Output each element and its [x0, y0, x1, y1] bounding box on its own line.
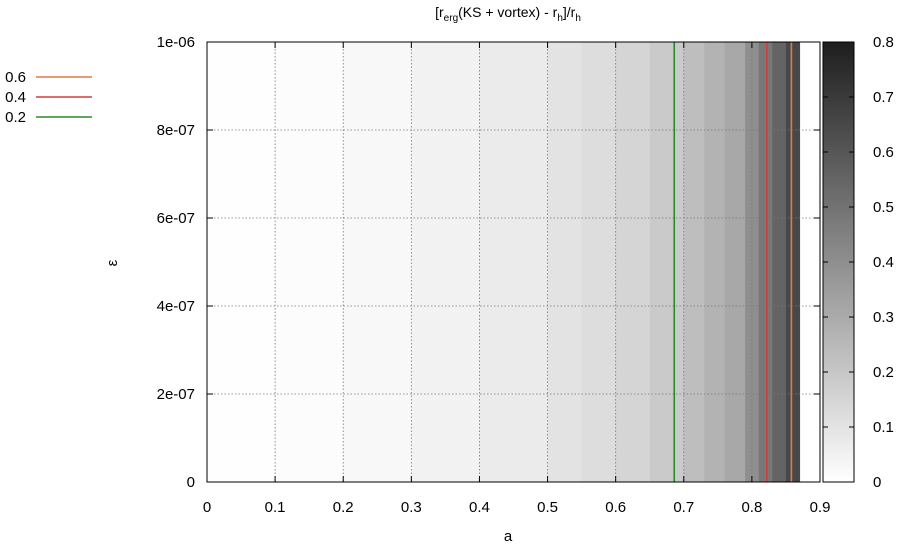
- x-tick-label: 0.2: [333, 499, 354, 516]
- heatmap-band: [724, 42, 746, 482]
- legend: 0.6 0.4 0.2: [5, 69, 92, 126]
- x-tick-label: 0.5: [537, 499, 558, 516]
- heatmap-band: [275, 42, 344, 482]
- heatmap-band: [704, 42, 726, 482]
- y-tick-label: 0: [187, 474, 195, 491]
- heatmap-band: [785, 42, 801, 482]
- chart-title: [rerg(KS + vortex) - rh]/rh: [435, 4, 581, 24]
- colorbar-tick-label: 0: [873, 474, 881, 491]
- x-tick-label: 0.8: [741, 499, 762, 516]
- heatmap-band: [615, 42, 651, 482]
- y-tick-label: 6e-07: [157, 210, 195, 227]
- colorbar-tick-label: 0.8: [873, 34, 894, 51]
- y-tick-label: 2e-07: [157, 386, 195, 403]
- heatmap-band: [581, 42, 617, 482]
- heatmap-band: [745, 42, 760, 482]
- x-tick-label: 0.6: [605, 499, 626, 516]
- x-tick-label: 0.7: [673, 499, 694, 516]
- heatmap-band: [479, 42, 549, 482]
- legend-label-0.2: 0.2: [5, 109, 26, 126]
- heatmap-band: [649, 42, 685, 482]
- heatmap-band: [683, 42, 705, 482]
- y-tick-label: 8e-07: [157, 122, 195, 139]
- contour-layer: [673, 42, 793, 482]
- heatmap-layer: [207, 42, 801, 482]
- colorbar-tick-label: 0.5: [873, 199, 894, 216]
- colorbar-tick-label: 0.1: [873, 419, 894, 436]
- legend-label-0.6: 0.6: [5, 69, 26, 86]
- y-tick-label: 4e-07: [157, 298, 195, 315]
- grid-layer: [207, 42, 820, 482]
- legend-label-0.4: 0.4: [5, 89, 26, 106]
- x-tick-label: 0: [203, 499, 211, 516]
- heatmap-band: [411, 42, 480, 482]
- colorbar-tick-label: 0.3: [873, 309, 894, 326]
- y-axis: 0 2e-07 4e-07 6e-07 8e-07 1e-06: [157, 34, 820, 491]
- x-tick-label: 0.1: [265, 499, 286, 516]
- colorbar-tick-label: 0.4: [873, 254, 894, 271]
- x-tick-label: 0.4: [469, 499, 490, 516]
- x-tick-label: 0.9: [810, 499, 831, 516]
- x-axis: 0 0.1 0.2 0.3 0.4 0.5 0.6 0.7 0.8 0.9: [203, 42, 831, 516]
- colorbar-tick-label: 0.7: [873, 89, 894, 106]
- heatmap-band: [207, 42, 276, 482]
- colorbar-tick-label: 0.6: [873, 144, 894, 161]
- y-axis-label: ε: [104, 259, 121, 266]
- x-tick-label: 0.3: [401, 499, 422, 516]
- plot-frame: [206, 41, 821, 483]
- heatmap-band: [343, 42, 412, 482]
- colorbar-tick-label: 0.2: [873, 364, 894, 381]
- heatmap-band: [772, 42, 787, 482]
- colorbar-axis: 0 0.1 0.2 0.3 0.4 0.5 0.6 0.7 0.8: [823, 34, 894, 491]
- heatmap-band: [758, 42, 773, 482]
- x-axis-label: a: [504, 528, 513, 545]
- heatmap-band: [547, 42, 583, 482]
- y-tick-label: 1e-06: [157, 34, 195, 51]
